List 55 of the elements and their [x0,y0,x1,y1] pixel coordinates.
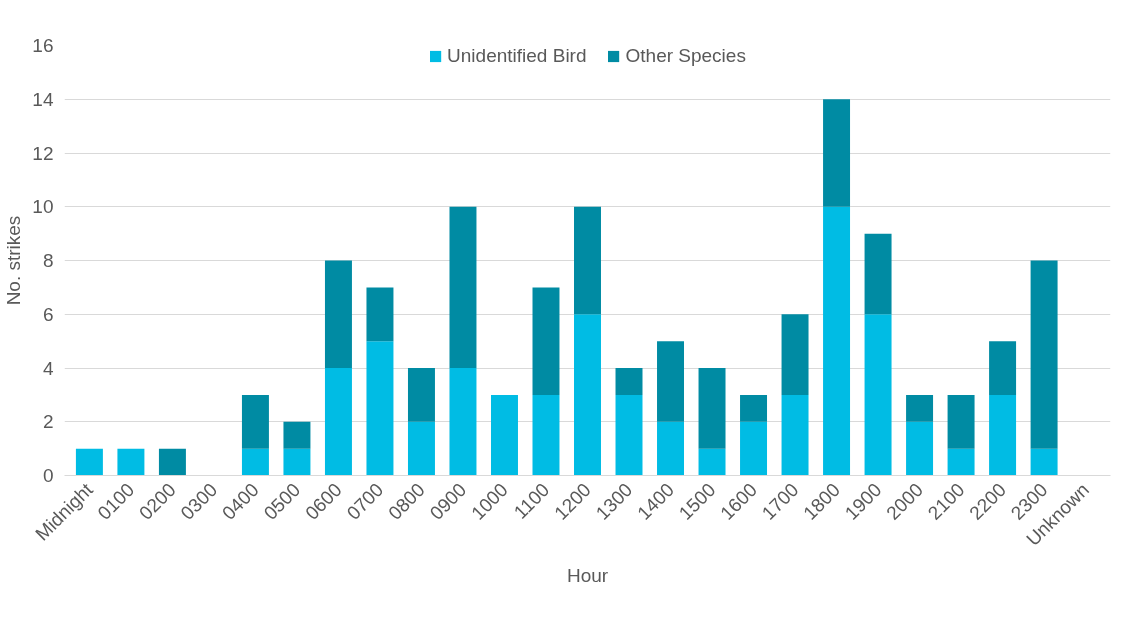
bar [574,206,601,315]
bar [615,394,643,476]
x-axis-title: Hour [566,565,609,587]
bar [781,394,809,476]
bar [158,448,186,476]
bar [366,341,394,476]
bar [740,421,768,476]
bar [698,448,726,476]
bar [490,394,518,476]
bar [906,421,934,476]
bar [283,448,311,476]
y-tick-label: 12 [32,142,54,164]
bar [324,368,352,476]
y-tick-label: 10 [32,196,54,218]
bar [781,314,809,395]
y-tick-label: 14 [32,88,54,110]
bar [657,341,685,422]
bar [117,448,145,476]
bar [989,341,1017,395]
bar [324,260,352,368]
y-tick-label: 6 [42,303,54,325]
bar [1030,448,1058,476]
bar [407,368,435,422]
legend-label: Other Species [625,45,746,67]
bar [532,394,560,476]
legend-label: Unidentified Bird [447,45,587,67]
y-axis-title: No. strikes [3,215,25,306]
bar [989,394,1017,476]
bar [574,314,601,476]
bar [449,368,477,476]
y-tick-label: 16 [32,35,54,56]
bar [75,448,103,476]
bar [657,421,685,476]
bar [864,314,892,476]
bar [740,394,768,422]
bar [407,421,435,476]
bar [823,99,851,207]
bar [615,368,643,395]
bar [906,394,934,422]
bar [449,206,477,368]
bar [947,448,975,476]
y-tick-label: 4 [42,357,54,379]
y-tick-label: 0 [42,465,54,486]
y-tick-label: 2 [42,411,54,433]
bar [366,287,394,342]
bar [864,233,892,315]
bar [698,368,726,449]
bar [947,394,975,449]
bar [532,287,560,395]
bar [241,448,269,476]
bar [241,394,269,449]
bar [823,206,851,476]
bar [1030,260,1058,449]
bar [283,421,311,449]
y-tick-label: 8 [42,250,54,271]
